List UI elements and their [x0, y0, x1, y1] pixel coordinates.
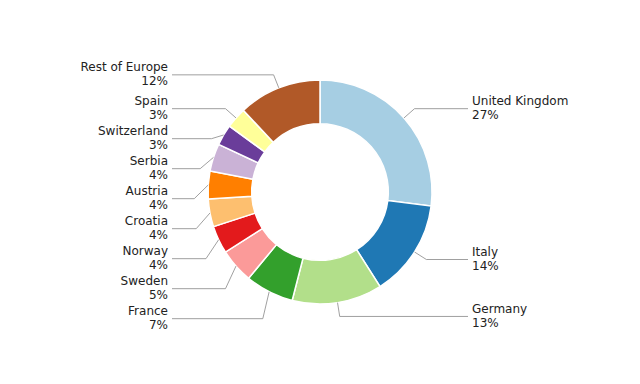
slice [320, 80, 432, 206]
data-label: 5% [149, 288, 168, 302]
slice-label: Rest of Europe [80, 60, 168, 74]
data-label: 13% [472, 316, 499, 330]
slice-label: Austria [126, 184, 168, 198]
data-label: 4% [149, 198, 168, 212]
leader-line [172, 240, 219, 259]
slice-label: Norway [122, 244, 168, 258]
slice-label: Germany [472, 302, 527, 316]
slice-label: Italy [472, 245, 498, 259]
leader-line [172, 109, 236, 118]
slice [243, 80, 320, 142]
slices [208, 80, 432, 304]
data-label: 3% [149, 138, 168, 152]
data-label: 3% [149, 108, 168, 122]
leader-line [172, 266, 236, 289]
data-label: 7% [149, 318, 168, 332]
leader-line [172, 75, 279, 88]
slice-label: Serbia [130, 154, 168, 168]
data-label: 12% [141, 74, 168, 88]
data-label: 4% [149, 228, 168, 242]
leader-line [172, 135, 224, 139]
slice-label: Spain [134, 94, 168, 108]
slice [208, 196, 255, 226]
leader-line [172, 213, 210, 229]
labels: United Kingdom27% Italy14% Germany13% Franc… [80, 60, 568, 332]
data-label: 4% [149, 258, 168, 272]
data-label: 27% [472, 108, 499, 122]
leader-line [338, 303, 468, 317]
slice-label: France [128, 304, 168, 318]
leader-line [172, 185, 208, 199]
leader-line [172, 292, 269, 319]
slice [292, 250, 380, 304]
slice-label: Switzerland [98, 124, 168, 138]
chart: United Kingdom27% Italy14% Germany13% Franc… [0, 0, 640, 384]
data-label: 4% [149, 168, 168, 182]
slice-label: Sweden [121, 274, 168, 288]
data-label: 14% [472, 259, 499, 273]
leader-line [404, 109, 468, 118]
slice-label: United Kingdom [472, 94, 568, 108]
leader-line [415, 252, 468, 260]
leader-line [172, 157, 213, 168]
slice-label: Croatia [125, 214, 168, 228]
